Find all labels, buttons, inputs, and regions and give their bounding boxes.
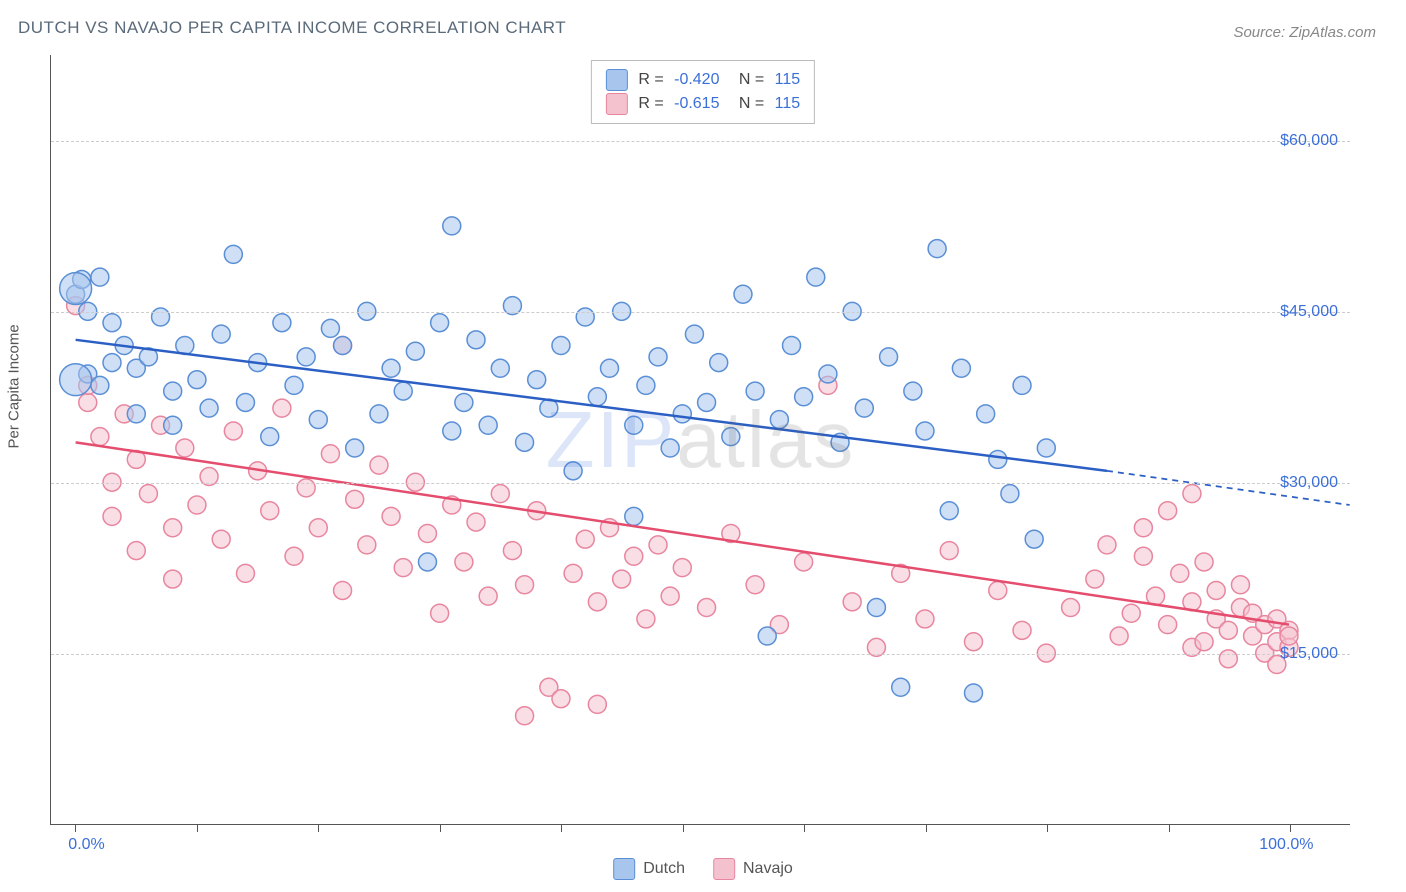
legend-r-label: R = <box>634 71 668 89</box>
legend-n-value-navajo: 115 <box>775 95 801 113</box>
y-tick-label: $60,000 <box>1280 132 1338 150</box>
legend-r-label: R = <box>634 95 668 113</box>
legend-n-value-dutch: 115 <box>775 71 801 89</box>
y-tick-label: $45,000 <box>1280 303 1338 321</box>
legend-label-dutch: Dutch <box>643 860 685 878</box>
chart-container: DUTCH VS NAVAJO PER CAPITA INCOME CORREL… <box>0 0 1406 892</box>
correlation-legend: R = -0.420 N = 115 R = -0.615 N = 115 <box>591 60 815 124</box>
legend-n-label: N = <box>725 71 768 89</box>
legend-swatch-navajo-bottom <box>713 858 735 880</box>
chart-svg <box>51 55 1350 824</box>
x-tick-label: 0.0% <box>68 836 104 854</box>
legend-row-navajo: R = -0.615 N = 115 <box>606 93 800 115</box>
legend-swatch-dutch <box>606 69 628 91</box>
y-tick-label: $30,000 <box>1280 474 1338 492</box>
legend-r-value-dutch: -0.420 <box>674 71 719 89</box>
chart-title: DUTCH VS NAVAJO PER CAPITA INCOME CORREL… <box>18 18 566 38</box>
y-tick-label: $15,000 <box>1280 645 1338 663</box>
series-legend: Dutch Navajo <box>613 858 793 880</box>
legend-item-dutch: Dutch <box>613 858 685 880</box>
legend-swatch-navajo <box>606 93 628 115</box>
legend-item-navajo: Navajo <box>713 858 793 880</box>
y-axis-title: Per Capita Income <box>6 324 23 448</box>
source-label: Source: ZipAtlas.com <box>1233 24 1376 41</box>
x-tick-label: 100.0% <box>1259 836 1313 854</box>
legend-swatch-dutch-bottom <box>613 858 635 880</box>
legend-row-dutch: R = -0.420 N = 115 <box>606 69 800 91</box>
legend-r-value-navajo: -0.615 <box>674 95 719 113</box>
legend-n-label: N = <box>725 95 768 113</box>
legend-label-navajo: Navajo <box>743 860 793 878</box>
plot-area: ZIPatlas $15,000$30,000$45,000$60,000 <box>50 55 1350 825</box>
